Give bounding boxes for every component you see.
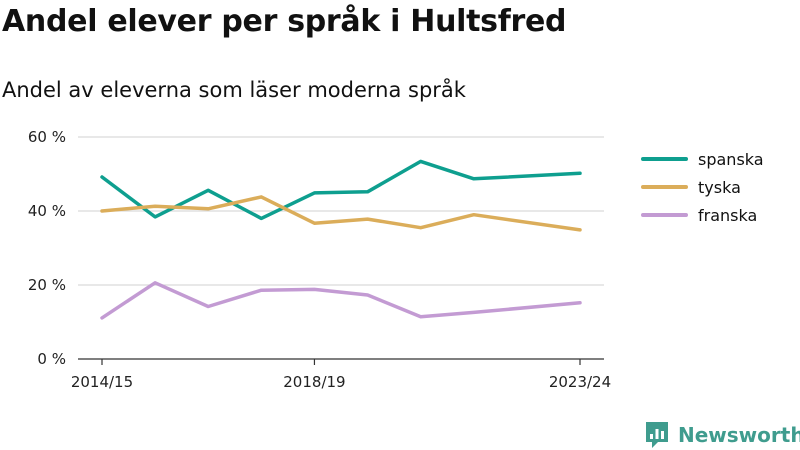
gridlines	[78, 136, 604, 286]
y-tick-label: 40 %	[28, 202, 66, 220]
brand-name: Newsworthy	[678, 423, 800, 447]
legend-label-tyska: tyska	[698, 178, 741, 197]
series-line-franska	[100, 281, 582, 320]
series-line-tyska	[100, 195, 582, 232]
y-tick-label: 0 %	[37, 350, 66, 368]
legend: spanska tyska franska	[641, 150, 764, 225]
legend-label-franska: franska	[698, 206, 757, 225]
y-tick-label: 20 %	[28, 276, 66, 294]
chart-title: Andel elever per språk i Hultsfred	[2, 4, 567, 39]
x-tick-label: 2014/15	[71, 373, 133, 391]
newsworthy-logo-icon	[646, 422, 668, 448]
series-line-spanska	[100, 159, 582, 221]
x-tick-label: 2018/19	[283, 373, 345, 391]
x-axis: 2014/15 2018/19 2023/24	[71, 358, 611, 391]
legend-label-spanska: spanska	[698, 150, 764, 169]
line-chart: 0 % 20 % 40 % 60 % 2014/15 2018/19 2023/24 sp…	[28, 128, 764, 391]
x-tick-label: 2023/24	[549, 373, 611, 391]
series-lines	[100, 159, 582, 320]
y-axis: 0 % 20 % 40 % 60 %	[28, 128, 66, 368]
brand-logo: Newsworthy	[644, 420, 800, 450]
chart-subtitle: Andel av eleverna som läser moderna språ…	[2, 78, 466, 102]
y-tick-label: 60 %	[28, 128, 66, 146]
